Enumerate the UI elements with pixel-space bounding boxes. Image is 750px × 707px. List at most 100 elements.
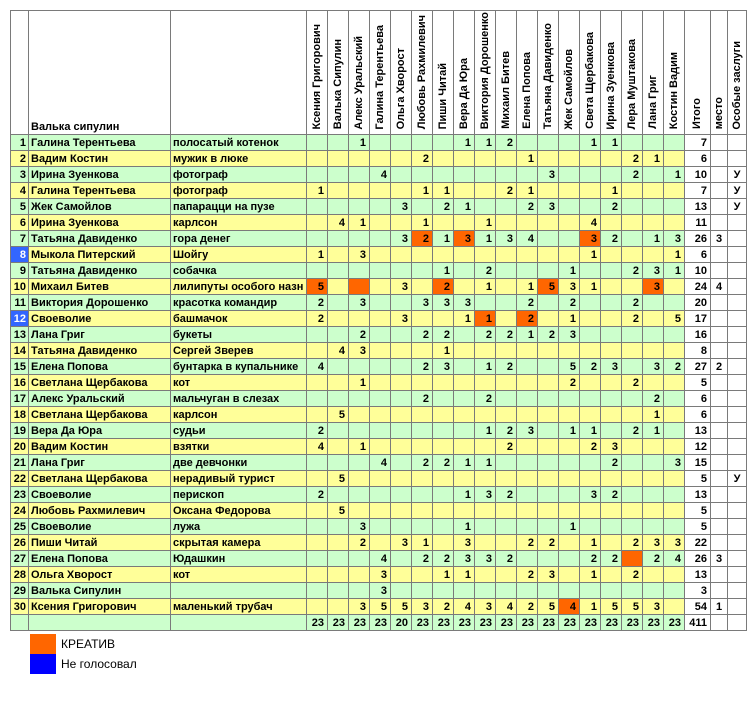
vote-cell[interactable] [306,326,328,344]
vote-cell[interactable] [663,598,685,616]
vote-cell[interactable]: 2 [621,294,643,312]
vote-cell[interactable]: 5 [327,470,349,488]
vote-cell[interactable] [369,342,391,360]
row-total-cell[interactable]: 17 [684,310,711,328]
vote-cell[interactable] [537,582,559,600]
vote-cell[interactable] [663,326,685,344]
row-merit-cell[interactable] [727,486,747,504]
vote-cell[interactable]: 3 [390,230,412,248]
vote-cell[interactable]: 2 [411,454,433,472]
vote-cell[interactable]: 3 [432,358,454,376]
vote-cell[interactable]: 3 [348,598,370,616]
vote-cell-creative[interactable]: 2 [411,230,433,248]
vote-cell[interactable]: 2 [474,262,496,280]
vote-cell[interactable]: 3 [453,294,475,312]
vote-cell[interactable] [411,470,433,488]
vote-cell[interactable] [453,582,475,600]
vote-cell[interactable] [558,502,580,520]
vote-cell[interactable] [306,406,328,424]
vote-cell[interactable] [411,582,433,600]
voter-column-header[interactable]: Любовь Рахмилевич [411,9,433,136]
vote-cell[interactable] [390,406,412,424]
vote-cell[interactable]: 1 [558,422,580,440]
vote-cell-creative[interactable]: 4 [558,598,580,616]
vote-cell[interactable]: 4 [369,454,391,472]
vote-cell[interactable] [495,198,517,216]
vote-cell[interactable] [348,422,370,440]
column-total-cell[interactable]: 23 [558,614,580,632]
vote-cell[interactable] [537,486,559,504]
vote-cell[interactable] [432,406,454,424]
vote-cell[interactable] [537,310,559,328]
row-number[interactable]: 25 [10,518,29,536]
vote-cell[interactable] [474,374,496,392]
participant-name-cell[interactable]: Алекс Уральский [28,390,171,408]
vote-cell[interactable] [621,438,643,456]
vote-cell[interactable] [432,502,454,520]
vote-cell[interactable] [348,182,370,200]
vote-cell[interactable]: 1 [558,262,580,280]
vote-cell[interactable]: 2 [642,550,664,568]
row-number[interactable]: 23 [10,486,29,504]
row-place-cell[interactable] [710,150,728,168]
vote-cell[interactable] [327,422,349,440]
row-number[interactable]: 26 [10,534,29,552]
vote-cell[interactable] [432,214,454,232]
vote-cell[interactable]: 4 [369,166,391,184]
vote-cell[interactable]: 2 [495,550,517,568]
vote-cell[interactable]: 1 [474,422,496,440]
vote-cell[interactable] [369,262,391,280]
vote-cell[interactable] [453,470,475,488]
vote-cell[interactable]: 5 [663,310,685,328]
vote-cell[interactable]: 1 [663,166,685,184]
row-number[interactable]: 15 [10,358,29,376]
vote-cell[interactable] [600,534,622,552]
vote-cell[interactable] [642,518,664,536]
vote-cell[interactable] [327,278,349,296]
vote-cell[interactable] [621,198,643,216]
vote-cell[interactable] [642,326,664,344]
vote-cell[interactable] [306,534,328,552]
vote-cell[interactable] [411,166,433,184]
vote-cell[interactable] [579,182,601,200]
vote-cell[interactable]: 2 [621,262,643,280]
vote-cell[interactable] [663,470,685,488]
vote-cell[interactable] [474,198,496,216]
vote-cell[interactable]: 2 [474,326,496,344]
row-total-cell[interactable]: 26 [684,550,711,568]
entry-title-cell[interactable]: Юдашкин [170,550,307,568]
vote-cell[interactable]: 2 [411,150,433,168]
vote-cell[interactable] [327,374,349,392]
vote-cell[interactable] [432,582,454,600]
vote-cell[interactable] [558,198,580,216]
vote-cell[interactable]: 2 [516,534,538,552]
vote-cell[interactable]: 2 [432,326,454,344]
vote-cell[interactable] [453,406,475,424]
vote-cell[interactable] [390,502,412,520]
vote-cell[interactable]: 1 [642,422,664,440]
vote-cell[interactable]: 1 [474,230,496,248]
vote-cell[interactable] [369,310,391,328]
row-total-cell[interactable]: 6 [684,150,711,168]
vote-cell[interactable] [600,502,622,520]
corner-cell-number[interactable] [10,9,29,136]
vote-cell[interactable] [369,374,391,392]
vote-cell[interactable] [537,358,559,376]
vote-cell[interactable] [474,566,496,584]
row-place-cell[interactable] [710,390,728,408]
row-merit-cell[interactable] [727,502,747,520]
vote-cell[interactable] [306,598,328,616]
vote-cell[interactable] [600,390,622,408]
row-place-cell[interactable] [710,470,728,488]
vote-cell[interactable] [579,374,601,392]
vote-cell[interactable] [432,486,454,504]
vote-cell[interactable]: 1 [642,150,664,168]
column-total-cell[interactable]: 23 [663,614,685,632]
vote-cell[interactable] [516,470,538,488]
vote-cell[interactable] [642,198,664,216]
participant-name-cell[interactable]: Ирина Зуенкова [28,214,171,232]
vote-cell[interactable] [537,422,559,440]
row-place-cell[interactable] [710,486,728,504]
vote-cell[interactable] [537,470,559,488]
vote-cell[interactable] [495,502,517,520]
